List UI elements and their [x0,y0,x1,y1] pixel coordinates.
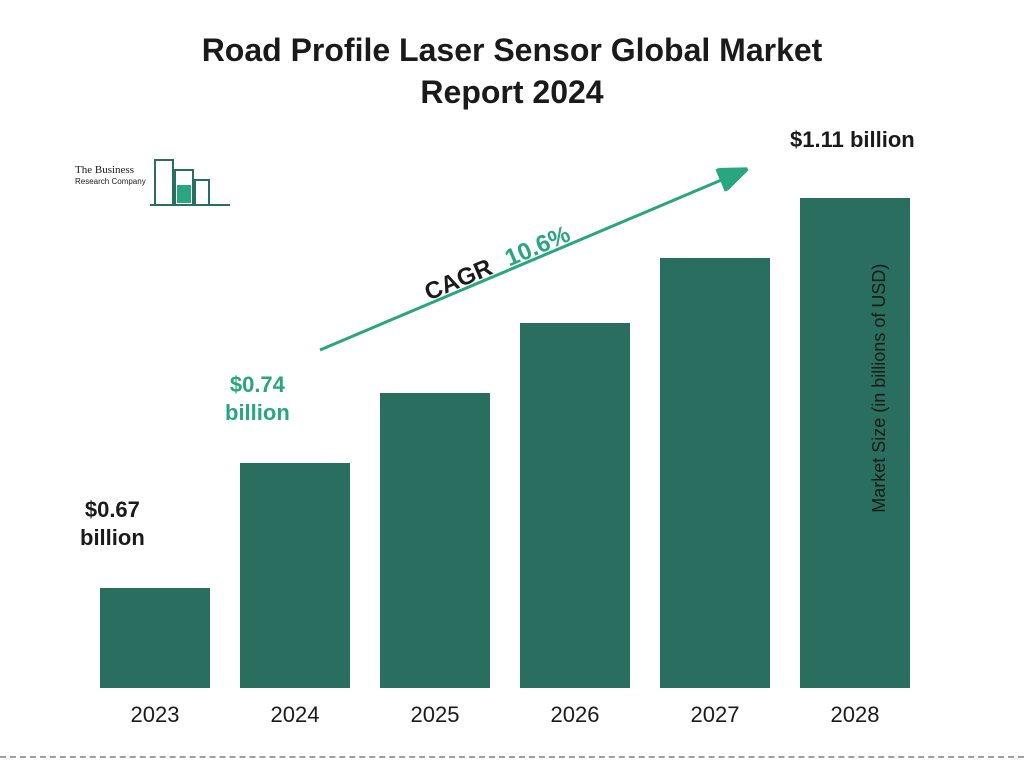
title-line2: Report 2024 [420,74,603,110]
bar-label-2028: 2028 [831,702,880,728]
bar-2023 [100,588,210,688]
bottom-divider [0,756,1024,758]
logo-text-2: Research Company [75,177,146,187]
bar-group-2028: 2028 [800,198,910,688]
callout-2024-unit: billion [225,400,290,425]
bar-group-2024: 2024 [240,463,350,688]
callout-2028: $1.11 billion [790,126,915,155]
bar-group-2026: 2026 [520,323,630,688]
callout-2023-value: $0.67 [85,497,140,522]
callout-2023-unit: billion [80,525,145,550]
callout-2024-value: $0.74 [230,372,285,397]
y-axis-label: Market Size (in billions of USD) [869,264,890,513]
title-line1: Road Profile Laser Sensor Global Market [202,32,823,68]
bar-2024 [240,463,350,688]
callout-2023: $0.67 billion [80,496,145,553]
bar-label-2024: 2024 [271,702,320,728]
logo-text-1: The Business [75,164,146,177]
chart-title: Road Profile Laser Sensor Global Market … [0,30,1024,113]
bar-2026 [520,323,630,688]
bar-label-2025: 2025 [411,702,460,728]
bar-2028 [800,198,910,688]
bar-group-2023: 2023 [100,588,210,688]
bar-label-2023: 2023 [131,702,180,728]
callout-2024: $0.74 billion [225,371,290,428]
bar-2025 [380,393,490,688]
bar-label-2027: 2027 [691,702,740,728]
bar-group-2025: 2025 [380,393,490,688]
bar-label-2026: 2026 [551,702,600,728]
